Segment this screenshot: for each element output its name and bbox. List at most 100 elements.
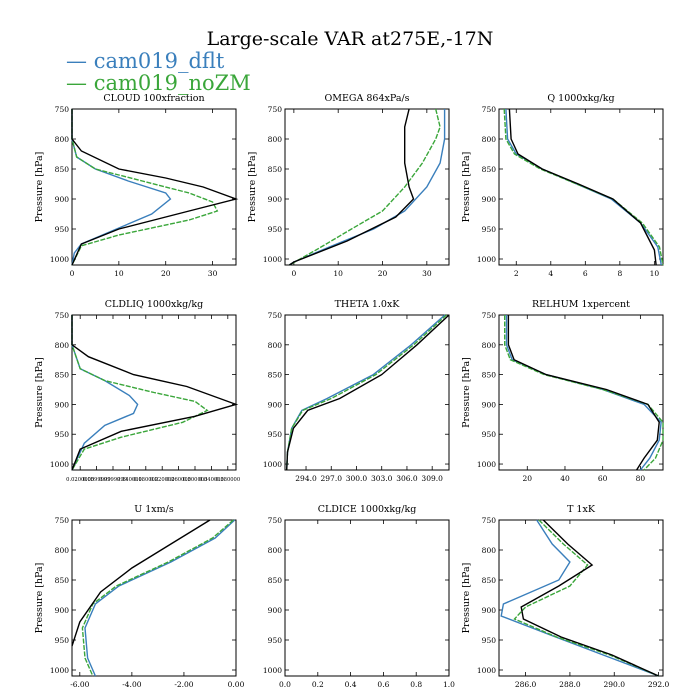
series-line-noZM bbox=[71, 315, 209, 471]
y-tick-label: 1000 bbox=[263, 666, 282, 675]
x-tick-label: -2.00 bbox=[174, 680, 193, 689]
y-tick-label: 900 bbox=[55, 606, 70, 615]
y-tick-label: 950 bbox=[268, 636, 283, 645]
y-tick-label: 750 bbox=[268, 516, 283, 525]
y-tick-label: 750 bbox=[268, 311, 283, 320]
series-line-noZM bbox=[513, 519, 659, 677]
y-tick-label: 900 bbox=[482, 400, 497, 409]
x-tick-label: -6.00 bbox=[70, 680, 89, 689]
y-tick-label: 850 bbox=[268, 165, 283, 174]
x-tick-label: 1.0 bbox=[443, 680, 455, 689]
y-tick-label: 750 bbox=[55, 105, 70, 114]
series-line-obs bbox=[286, 314, 450, 471]
y-tick-label: 850 bbox=[482, 371, 497, 380]
x-tick-label: 306.0 bbox=[396, 474, 418, 483]
x-tick-label: 0.2 bbox=[312, 680, 324, 689]
y-tick-label: 850 bbox=[482, 165, 497, 174]
y-tick-label: 750 bbox=[55, 311, 70, 320]
x-tick-label: 294.0 bbox=[295, 474, 317, 483]
y-tick-label: 750 bbox=[55, 516, 70, 525]
y-tick-label: 800 bbox=[55, 341, 70, 350]
x-tick-label: 30 bbox=[422, 269, 432, 278]
x-tick-label: 290.0 bbox=[604, 680, 626, 689]
x-tick-label: 20 bbox=[378, 269, 388, 278]
y-tick-label: 900 bbox=[55, 195, 70, 204]
y-tick-label: 800 bbox=[268, 341, 283, 350]
y-tick-label: 850 bbox=[268, 576, 283, 585]
chart-panel: Q 1000xkg/kg Pressure [hPa] 750 800 850 900 95… bbox=[461, 93, 664, 278]
x-tick-label: 300.0 bbox=[346, 474, 368, 483]
y-tick-label: 950 bbox=[268, 225, 283, 234]
series-line-obs bbox=[289, 108, 415, 266]
legend-label: cam019_dflt bbox=[93, 49, 225, 73]
x-tick-label: 10 bbox=[650, 269, 660, 278]
y-tick-label: 800 bbox=[268, 135, 283, 144]
x-tick-label: 0.180000 bbox=[133, 477, 158, 483]
y-tick-label: 1000 bbox=[477, 666, 496, 675]
series-line-obs bbox=[508, 108, 657, 266]
series-line-dflt bbox=[289, 109, 446, 266]
y-tick-label: 950 bbox=[55, 225, 70, 234]
y-tick-label: 850 bbox=[268, 371, 283, 380]
plot-frame bbox=[71, 108, 237, 266]
x-tick-label: 0.6 bbox=[377, 680, 389, 689]
series-line-dflt bbox=[500, 519, 659, 677]
chart-title: U 1xm/s bbox=[134, 504, 174, 515]
x-tick-label: 6 bbox=[583, 269, 588, 278]
x-tick-label: 40 bbox=[560, 474, 570, 483]
chart-title: CLDLIQ 1000xkg/kg bbox=[105, 299, 203, 310]
plot-frame bbox=[284, 108, 450, 266]
series-line-obs bbox=[507, 315, 660, 471]
y-tick-label: 1000 bbox=[263, 460, 282, 469]
chart-panel: RELHUM 1xpercent Pressure [hPa] 750 800 850 9… bbox=[461, 299, 664, 483]
x-tick-label: 297.0 bbox=[321, 474, 343, 483]
x-tick-label: 303.0 bbox=[371, 474, 393, 483]
y-tick-label: 1000 bbox=[50, 460, 69, 469]
series-line-dflt bbox=[71, 315, 139, 471]
plot-frame bbox=[284, 519, 450, 677]
page-title: Large-scale VAR at275E,-17N bbox=[206, 28, 494, 50]
x-tick-label: 0 bbox=[291, 269, 296, 278]
series-line-obs bbox=[71, 315, 239, 471]
chart-title: Q 1000xkg/kg bbox=[547, 93, 614, 104]
y-tick-label: 850 bbox=[55, 371, 70, 380]
legend-item-nozm: — cam019_noZM bbox=[66, 71, 251, 95]
y-tick-label: 850 bbox=[55, 576, 70, 585]
y-tick-label: 950 bbox=[55, 636, 70, 645]
y-axis-label: Pressure [hPa] bbox=[461, 563, 472, 634]
y-tick-label: 1000 bbox=[50, 666, 69, 675]
y-tick-label: 800 bbox=[482, 135, 497, 144]
series-line-noZM bbox=[286, 314, 447, 471]
legend-item-dflt: — cam019_dflt bbox=[66, 49, 225, 73]
x-tick-label: 309.0 bbox=[421, 474, 443, 483]
series-line-noZM bbox=[504, 315, 664, 471]
x-tick-label: 0.0200000 bbox=[66, 477, 94, 483]
plot-frame bbox=[71, 519, 237, 677]
x-tick-label: 0.00 bbox=[228, 680, 245, 689]
x-tick-label: 0.0 bbox=[279, 680, 291, 689]
chart-panel: CLOUD 100xfraction Pressure [hPa] 750 800 85… bbox=[34, 93, 239, 278]
x-tick-label: 292.0 bbox=[648, 680, 670, 689]
y-axis-label: Pressure [hPa] bbox=[461, 152, 472, 223]
y-axis-label: Pressure [hPa] bbox=[34, 152, 45, 223]
y-tick-label: 950 bbox=[55, 430, 70, 439]
chart-panel: U 1xm/s Pressure [hPa] 750 800 850 900 950 1000… bbox=[34, 504, 245, 689]
series-line-noZM bbox=[289, 108, 441, 266]
series-line-noZM bbox=[71, 109, 219, 266]
series-line-obs bbox=[71, 109, 239, 266]
x-tick-label: 0.0599999 bbox=[83, 477, 111, 483]
x-tick-label: 0.4 bbox=[345, 680, 357, 689]
y-axis-label: Pressure [hPa] bbox=[247, 152, 258, 223]
x-tick-label: 0.8 bbox=[410, 680, 422, 689]
y-tick-label: 950 bbox=[268, 430, 283, 439]
x-tick-label: 4 bbox=[548, 269, 553, 278]
series-line-noZM bbox=[503, 108, 664, 266]
chart-title: T 1xK bbox=[567, 504, 596, 515]
x-tick-label: 0.0999999 bbox=[99, 477, 127, 483]
series-line-obs bbox=[71, 519, 211, 647]
y-tick-label: 850 bbox=[55, 165, 70, 174]
chart-panel: CLDLIQ 1000xkg/kg Pressure [hPa] 750 800 850… bbox=[34, 299, 240, 483]
y-tick-label: 900 bbox=[482, 606, 497, 615]
series-line-dflt bbox=[84, 519, 236, 677]
